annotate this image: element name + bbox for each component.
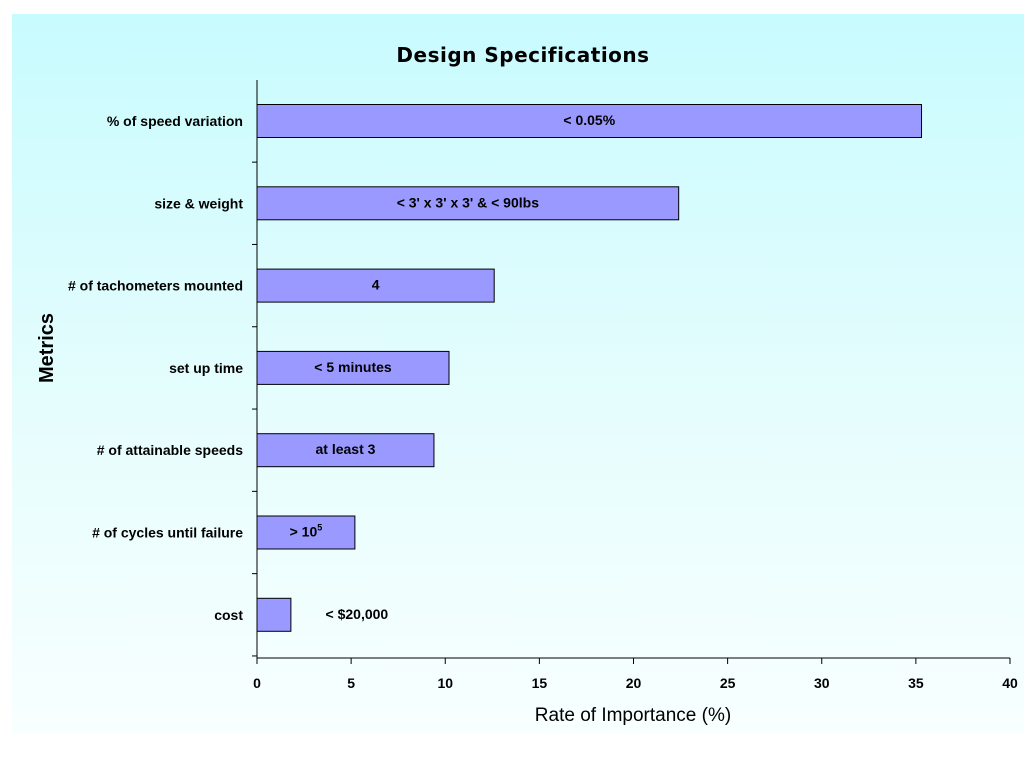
bar-data-label: < 5 minutes bbox=[314, 359, 392, 375]
x-tick-label: 5 bbox=[347, 675, 355, 691]
x-axis-title: Rate of Importance (%) bbox=[535, 705, 731, 726]
bar-data-label-text: < 3' x 3' x 3' & < 90lbs bbox=[397, 194, 540, 210]
category-label: # of attainable speeds bbox=[97, 442, 243, 458]
bar-data-label: 4 bbox=[372, 277, 380, 293]
category-label: cost bbox=[214, 607, 243, 623]
bar bbox=[256, 104, 923, 138]
bar bbox=[256, 350, 450, 385]
category-label: size & weight bbox=[154, 195, 243, 211]
bar-data-label-text: < 5 minutes bbox=[314, 359, 392, 375]
bars: % of speed variation < 0.05% size & weight… bbox=[68, 104, 923, 657]
bar bbox=[256, 515, 356, 550]
chart-title: Design Specifications bbox=[396, 43, 649, 67]
x-tick-label: 10 bbox=[437, 675, 453, 691]
bar bbox=[256, 433, 435, 468]
x-tick-label: 35 bbox=[908, 675, 924, 691]
x-tick-label: 15 bbox=[532, 675, 548, 691]
bar-data-label: at least 3 bbox=[316, 441, 376, 457]
bar-data-label-superscript: 5 bbox=[317, 523, 322, 533]
bar-data-label-text: < $20,000 bbox=[326, 606, 389, 622]
category-label: # of tachometers mounted bbox=[68, 278, 243, 294]
x-tick-label: 30 bbox=[814, 675, 830, 691]
x-tick-label: 20 bbox=[626, 675, 642, 691]
bar-data-label-text: at least 3 bbox=[316, 441, 376, 457]
bar-data-label-text: > 10 bbox=[290, 524, 318, 540]
y-axis-title: Metrics bbox=[36, 313, 58, 383]
category-label: # of cycles until failure bbox=[92, 525, 243, 541]
bar bbox=[256, 268, 495, 303]
bar-data-label: < $20,000 bbox=[326, 606, 389, 622]
x-tick-label: 40 bbox=[1002, 675, 1018, 691]
bar-data-label: < 0.05% bbox=[563, 112, 615, 128]
category-label: set up time bbox=[169, 360, 243, 376]
bar-data-label: > 105 bbox=[290, 523, 323, 540]
bar-data-label: < 3' x 3' x 3' & < 90lbs bbox=[397, 194, 540, 210]
bar-data-label-text: < 0.05% bbox=[563, 112, 615, 128]
bar-data-label-text: 4 bbox=[372, 277, 380, 293]
x-tick-label: 0 bbox=[253, 675, 261, 691]
x-axis-ticks: 0 5 10 15 20 25 30 35 40 bbox=[253, 658, 1018, 691]
x-tick-label: 25 bbox=[720, 675, 736, 691]
bar bbox=[256, 597, 292, 632]
category-label: % of speed variation bbox=[107, 113, 243, 129]
bar bbox=[256, 186, 680, 221]
